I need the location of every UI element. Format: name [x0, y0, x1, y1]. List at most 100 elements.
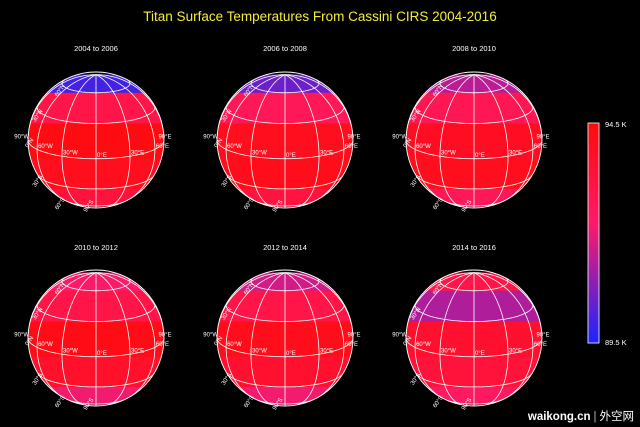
panel-label: 2008 to 2010	[452, 44, 496, 53]
longitude-label: 60°W	[416, 342, 431, 348]
globe-temperature-bands	[217, 270, 353, 406]
longitude-label: 90°E	[158, 135, 171, 141]
longitude-label: 90°W	[203, 135, 218, 141]
longitude-label: 90°W	[392, 333, 407, 339]
longitude-line	[473, 74, 509, 208]
latitude-label: 60°S	[432, 197, 444, 211]
panel-label: 2006 to 2008	[263, 44, 307, 53]
longitude-label: 60°W	[416, 144, 431, 150]
longitude-line	[473, 74, 534, 202]
longitude-label: 90°E	[347, 333, 360, 339]
latitude-label: 60°S	[432, 395, 444, 409]
longitude-label: 30°E	[320, 349, 333, 355]
longitude-label: 30°W	[63, 151, 78, 157]
longitude-line	[284, 74, 320, 208]
latitude-label: 0°N	[25, 335, 36, 347]
panel-label: 2012 to 2014	[263, 243, 307, 252]
longitude-label: 90°W	[203, 333, 218, 339]
chart-title: Titan Surface Temperatures From Cassini …	[143, 9, 497, 24]
longitude-label: 90°W	[14, 135, 29, 141]
latitude-label: 0°N	[214, 137, 225, 149]
globe-outline	[216, 269, 354, 407]
longitude-label: 30°E	[509, 349, 522, 355]
longitude-label: 30°W	[252, 349, 267, 355]
latitude-label: 60°S	[243, 197, 255, 211]
longitude-line	[284, 272, 345, 400]
globe-outline	[405, 71, 543, 209]
longitude-label: 0°E	[475, 351, 485, 357]
longitude-label: 0°E	[286, 153, 296, 159]
longitude-label: 30°W	[441, 151, 456, 157]
colorbar-min-label: 89.5 K	[605, 338, 627, 347]
longitude-line	[284, 272, 320, 406]
globe-outline	[27, 269, 165, 407]
globe-outline	[27, 71, 165, 209]
longitude-line	[225, 272, 286, 400]
longitude-line	[61, 74, 97, 208]
globe-temperature-bands	[217, 72, 353, 208]
longitude-line	[250, 272, 286, 406]
longitude-label: 60°E	[534, 144, 547, 150]
globe-temperature-bands	[406, 270, 542, 406]
longitude-line	[473, 272, 534, 400]
longitude-label: 90°W	[14, 333, 29, 339]
longitude-line	[95, 272, 131, 406]
longitude-line	[439, 74, 475, 208]
globe-outline	[405, 269, 543, 407]
watermark: waikong.cn | 外空网	[521, 406, 640, 427]
longitude-label: 0°E	[97, 153, 107, 159]
longitude-line	[95, 74, 131, 208]
longitude-line	[250, 74, 286, 208]
longitude-line	[61, 272, 97, 406]
longitude-line	[473, 272, 509, 406]
longitude-label: 0°E	[97, 351, 107, 357]
longitude-label: 60°W	[38, 342, 53, 348]
panel-label: 2004 to 2006	[74, 44, 118, 53]
latitude-label: 60°S	[54, 197, 66, 211]
longitude-label: 30°W	[63, 349, 78, 355]
longitude-line	[414, 272, 475, 400]
globe-temperature-bands	[28, 72, 164, 208]
watermark-brand: waikong.cn	[527, 411, 591, 423]
graticule	[406, 74, 542, 208]
longitude-line	[225, 74, 286, 202]
latitude-label: 0°N	[25, 137, 36, 149]
panel-label: 2014 to 2016	[452, 243, 496, 252]
longitude-label: 60°E	[156, 144, 169, 150]
longitude-label: 30°W	[252, 151, 267, 157]
longitude-label: 0°E	[475, 153, 485, 159]
longitude-line	[95, 272, 156, 400]
longitude-line	[284, 74, 345, 202]
longitude-label: 60°W	[38, 144, 53, 150]
longitude-label: 60°E	[156, 342, 169, 348]
colorbar-max-label: 94.5 K	[605, 120, 627, 129]
longitude-line	[36, 272, 97, 400]
latitude-label: 0°N	[214, 335, 225, 347]
longitude-line	[414, 74, 475, 202]
longitude-label: 0°E	[286, 351, 296, 357]
globe-outline	[216, 71, 354, 209]
longitude-label: 90°E	[536, 135, 549, 141]
latitude-label: 60°S	[243, 395, 255, 409]
longitude-label: 30°E	[320, 151, 333, 157]
globe-temperature-bands	[406, 72, 542, 208]
longitude-label: 90°E	[158, 333, 171, 339]
longitude-label: 30°E	[131, 349, 144, 355]
longitude-label: 90°W	[392, 135, 407, 141]
longitude-line	[36, 74, 97, 202]
latitude-label: 0°N	[403, 335, 414, 347]
longitude-label: 60°E	[345, 144, 358, 150]
watermark-separator: |	[593, 411, 597, 423]
colorbar	[587, 122, 600, 344]
globe-temperature-bands	[28, 270, 164, 406]
latitude-label: 0°N	[403, 137, 414, 149]
longitude-label: 90°E	[347, 135, 360, 141]
panel-label: 2010 to 2012	[74, 243, 118, 252]
latitude-label: 60°S	[54, 395, 66, 409]
longitude-label: 30°E	[131, 151, 144, 157]
longitude-label: 90°E	[536, 333, 549, 339]
longitude-label: 30°W	[441, 349, 456, 355]
longitude-label: 60°E	[345, 342, 358, 348]
longitude-label: 60°W	[227, 144, 242, 150]
